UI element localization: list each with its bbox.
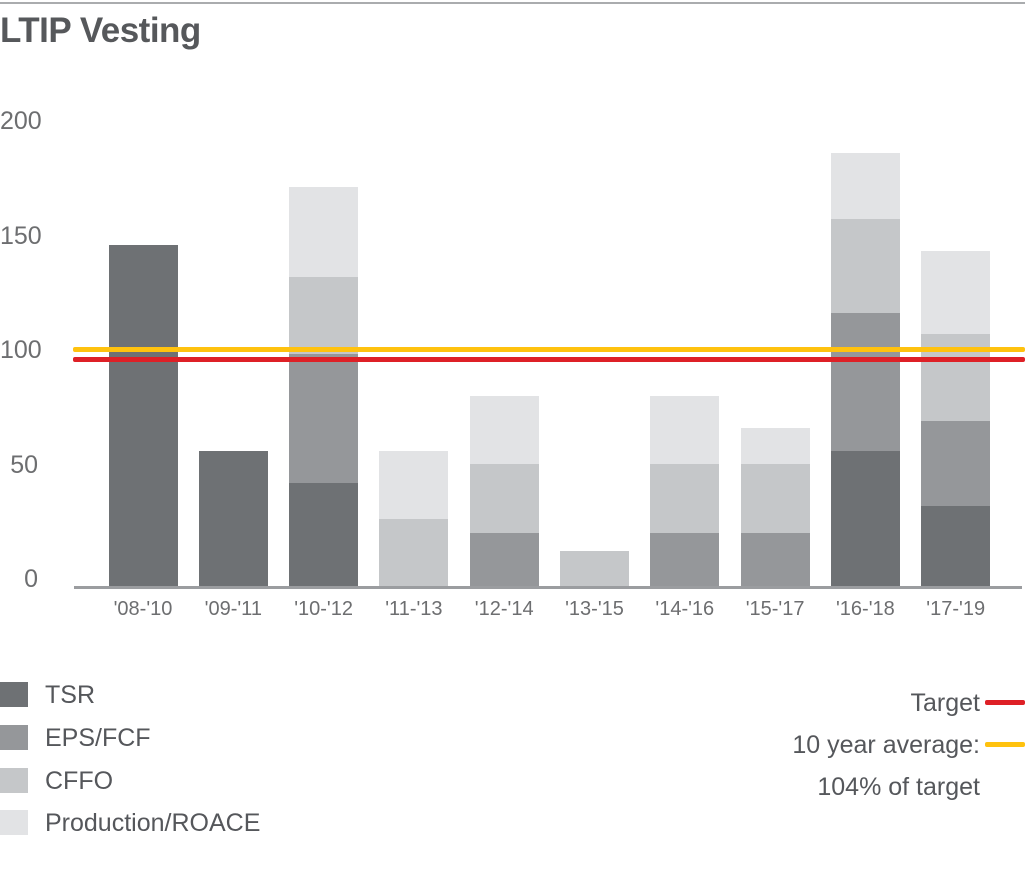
bar-segment-tsr-10 [921,505,991,588]
bar-segment-eps-fcf-8 [740,533,810,588]
bar-segment-eps-fcf-9 [830,313,900,451]
bar-segment-tsr-1 [108,244,178,588]
y-axis-tick-50: 50 [10,450,38,479]
bar-segment-cffo-8 [740,464,810,534]
average-legend-label: 10 year average: [792,731,980,759]
x-axis-line [74,586,1022,589]
top-border-rule [0,2,1025,4]
target-line [73,356,1025,362]
legend-swatch [0,682,28,707]
y-axis-tick-200: 200 [0,107,42,135]
y-axis-tick-0: 0 [24,565,38,593]
bar-segment-tsr-9 [830,450,900,588]
legend-label: CFFO [45,766,114,795]
bar-segment-cffo-3 [289,276,359,355]
bar-segment-eps-fcf-7 [650,533,720,588]
bar-segment-production-roace-7 [650,395,720,465]
bar-segment-production-roace-10 [921,251,991,334]
bar-segment-cffo-6 [560,551,629,588]
bar-segment-eps-fcf-5 [469,533,539,588]
target-line-swatch [985,700,1025,705]
legend-label: EPS/FCF [45,723,151,752]
x-axis-label-1: '08-'10 [113,598,173,620]
legend-label: Production/ROACE [45,809,261,838]
bar-segment-production-roace-5 [469,395,539,465]
bar-segment-production-roace-8 [740,427,810,465]
legend-swatch [0,767,28,793]
bar-segment-cffo-5 [469,464,539,534]
x-axis-label-8: '15-'17 [745,598,805,620]
target-legend-label: Target [910,689,980,717]
x-axis-label-2: '09-'11 [204,598,262,620]
x-axis-label-9: '16-'18 [835,598,895,620]
legend-swatch [0,810,28,836]
x-axis-label-3: '10-'12 [294,598,353,620]
bar-segment-cffo-9 [830,219,900,314]
average-line-swatch [985,742,1025,747]
bar-segment-production-roace-4 [379,450,449,520]
legend-label: TSR [45,681,95,709]
bar-segment-eps-fcf-10 [921,420,991,506]
bar-segment-cffo-7 [650,464,720,534]
bar-segment-tsr-3 [289,482,359,588]
x-axis-label-4: '11-'13 [385,598,443,620]
bar-segment-cffo-4 [379,519,449,588]
x-axis-label-7: '14-'16 [655,598,715,620]
bar-segment-production-roace-3 [289,187,359,277]
average-value-label: 104% of target [817,773,980,801]
bar-segment-production-roace-9 [830,152,900,220]
x-axis-label-6: '13-'15 [565,598,624,620]
page-title: LTIP Vesting [0,11,201,50]
x-axis-label-10: '17-'19 [926,598,986,620]
bar-segment-eps-fcf-3 [289,354,359,483]
10-year-average-line [73,347,1025,353]
legend-swatch [0,724,28,750]
x-axis-label-5: '12-'14 [474,598,534,620]
y-axis-tick-150: 150 [0,221,42,250]
bar-segment-tsr-2 [198,450,268,588]
y-axis-tick-100: 100 [0,336,42,364]
